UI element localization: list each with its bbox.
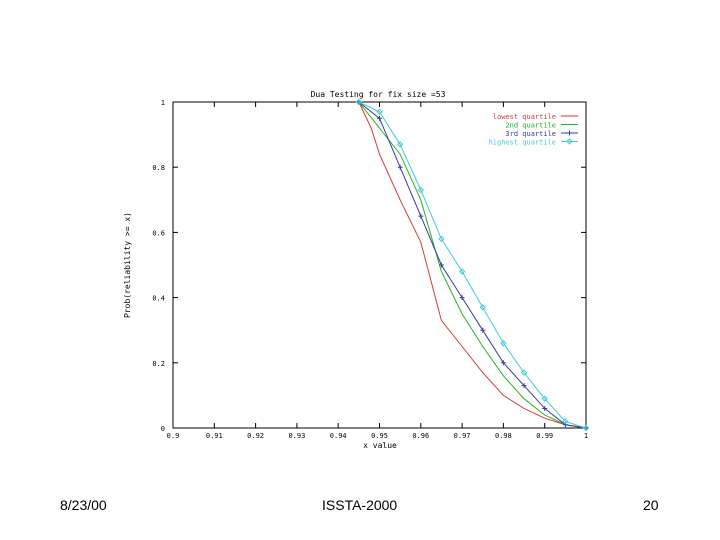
legend-label: 2nd quartile xyxy=(505,122,556,130)
series-marker xyxy=(417,186,425,194)
x-tick-label: 0.91 xyxy=(206,432,223,440)
legend-label: lowest quartile xyxy=(493,113,556,121)
series-marker xyxy=(377,115,382,121)
y-axis-label: Prob(reliability >= x) xyxy=(123,212,132,318)
chart-title: Dua Testing for fix size =53 xyxy=(311,90,446,99)
x-tick-label: 1 xyxy=(584,432,588,440)
y-tick-label: 0.4 xyxy=(152,295,165,303)
legend-label: highest quartile xyxy=(489,139,556,147)
x-tick-label: 0.95 xyxy=(371,432,388,440)
series-line-4 xyxy=(358,101,587,429)
x-tick-label: 0.99 xyxy=(536,432,553,440)
x-axis-label: x value xyxy=(363,441,397,450)
series-marker xyxy=(562,422,568,428)
plot-frame xyxy=(172,101,587,429)
series-marker xyxy=(458,268,466,275)
series-line-3 xyxy=(358,101,587,429)
series-marker xyxy=(566,138,573,145)
series-marker xyxy=(376,108,383,115)
x-tick-label: 0.94 xyxy=(330,432,347,440)
axis-ticks: 0.9 0.91 0.92 0.93 0.94 0.95 0.96 0.97 0.98 0.99 1… xyxy=(152,99,588,440)
series-marker xyxy=(479,304,486,311)
y-tick-label: 1 xyxy=(161,99,165,107)
series-marker xyxy=(480,327,486,333)
x-tick-label: 0.96 xyxy=(412,432,429,440)
series-marker xyxy=(582,424,590,432)
x-tick-label: 0.9 xyxy=(167,432,180,440)
series-line-1 xyxy=(358,101,587,429)
x-tick-label: 0.92 xyxy=(247,432,264,440)
series-marker xyxy=(500,360,506,366)
x-tick-label: 0.98 xyxy=(495,432,512,440)
series-marker xyxy=(542,405,548,411)
series-marker xyxy=(500,340,507,347)
legend-label: 3rd quartile xyxy=(505,130,556,138)
x-tick-label: 0.93 xyxy=(288,432,305,440)
series-marker xyxy=(418,213,424,219)
chart: Dua Testing for fix size =53 0.9 0.91 0.92… xyxy=(123,90,590,450)
series-marker xyxy=(397,164,403,170)
footer-conference: ISSTA-2000 xyxy=(322,497,398,513)
series-marker xyxy=(521,383,527,389)
series-marker xyxy=(459,295,465,301)
series-marker xyxy=(567,130,572,136)
y-tick-label: 0.6 xyxy=(152,229,165,237)
series-marker xyxy=(541,395,548,402)
x-tick-label: 0.97 xyxy=(454,432,471,440)
y-tick-label: 0.2 xyxy=(152,360,165,368)
series-marker xyxy=(438,262,444,268)
footer-page-number: 20 xyxy=(643,497,659,513)
series-layer xyxy=(355,98,590,432)
footer-date: 8/23/00 xyxy=(60,497,107,513)
series-marker xyxy=(520,369,528,376)
series-marker xyxy=(562,418,569,425)
y-tick-label: 0 xyxy=(161,425,165,433)
series-marker xyxy=(396,141,404,148)
series-marker xyxy=(355,98,363,106)
y-tick-label: 0.8 xyxy=(152,164,165,172)
series-marker xyxy=(438,235,445,243)
series-line-2 xyxy=(358,101,587,429)
